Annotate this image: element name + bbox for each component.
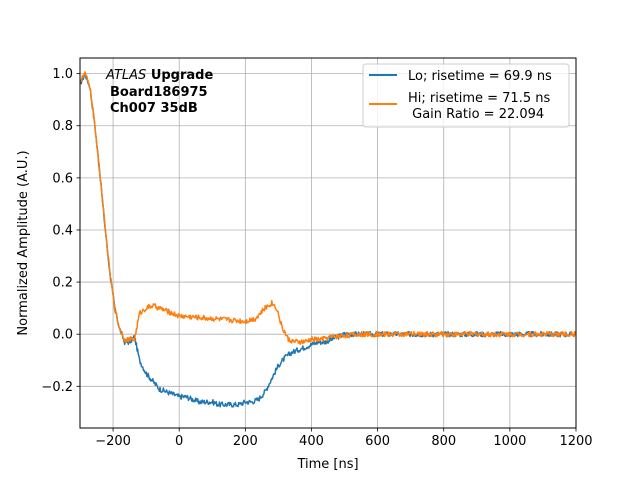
y-axis-label: Normalized Amplitude (A.U.)	[16, 150, 31, 335]
y-tick-label: 0.4	[52, 223, 73, 238]
y-tick-label: 0.2	[52, 276, 73, 291]
x-tick-label: 200	[233, 434, 258, 449]
legend-label-lo: Lo; risetime = 69.9 ns	[408, 69, 552, 84]
series-line-hi	[80, 71, 576, 345]
annotation-bold: Upgrade	[151, 68, 214, 83]
annotation-line2: Board186975	[110, 85, 208, 100]
x-tick-label: 800	[431, 434, 456, 449]
y-tick-label: 0.6	[52, 171, 73, 186]
ticks: −200 0 200 400 600 800 1000 1200 −0.2 0.0 0.2 0.4 0.…	[41, 67, 592, 449]
y-tick-label: −0.2	[41, 380, 73, 395]
y-tick-label: 1.0	[52, 67, 73, 82]
y-tick-label: 0.0	[52, 328, 73, 343]
legend: Lo; risetime = 69.9 ns Hi; risetime = 71…	[362, 63, 570, 128]
svg-text:ATLAS Upgrade: ATLAS Upgrade	[105, 68, 213, 83]
x-tick-label: 1000	[493, 434, 526, 449]
annotation: ATLAS Upgrade Board186975 Ch007 35dB	[105, 68, 213, 116]
annotation-italic: ATLAS	[105, 68, 146, 83]
series-group	[80, 71, 576, 408]
plot-frame	[79, 57, 577, 429]
x-tick-label: 400	[299, 434, 324, 449]
legend-box	[362, 63, 570, 128]
legend-label-hi: Hi; risetime = 71.5 ns Gain Ratio = 22.0…	[408, 91, 550, 122]
x-tick-label: 600	[365, 434, 390, 449]
x-tick-label: −200	[95, 434, 131, 449]
annotation-line3: Ch007 35dB	[110, 101, 198, 116]
x-tick-label: 1200	[559, 434, 592, 449]
y-tick-label: 0.8	[52, 119, 73, 134]
x-axis-label: Time [ns]	[296, 457, 358, 472]
x-tick-label: 0	[175, 434, 183, 449]
